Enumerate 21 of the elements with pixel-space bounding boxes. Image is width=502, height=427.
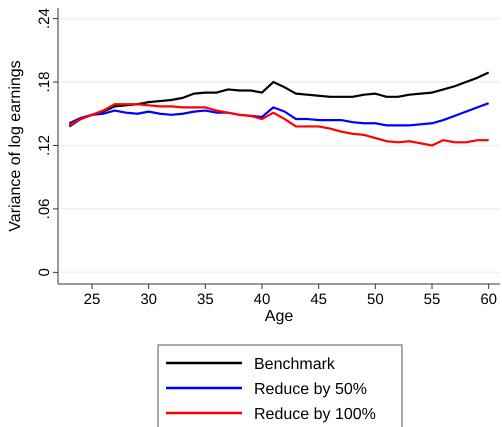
y-tick-label: .12: [36, 135, 53, 156]
x-tick-label: 55: [424, 291, 440, 308]
x-tick-label: 50: [366, 291, 384, 308]
legend-label: Reduce by 50%: [254, 381, 367, 398]
x-tick-label: 45: [310, 291, 328, 308]
y-tick-label: .18: [36, 72, 53, 92]
x-tick-label: 30: [140, 291, 158, 308]
x-axis-title: Age: [264, 308, 294, 325]
line-series: [68, 102, 490, 126]
x-tick-label: 25: [84, 291, 100, 308]
y-tick-label: .24: [36, 8, 53, 30]
x-tick-label: 35: [196, 291, 214, 308]
legend-label: Reduce by 100%: [254, 406, 376, 423]
y-tick-label: .06: [36, 198, 53, 220]
y-axis-title: Variance of log earnings: [7, 60, 24, 232]
line-series: [68, 71, 490, 128]
x-tick-label: 60: [480, 291, 498, 308]
y-tick-label: 0: [36, 268, 53, 277]
legend-label: Benchmark: [254, 356, 336, 373]
x-tick-label: 40: [254, 291, 270, 308]
line-series: [68, 103, 490, 147]
